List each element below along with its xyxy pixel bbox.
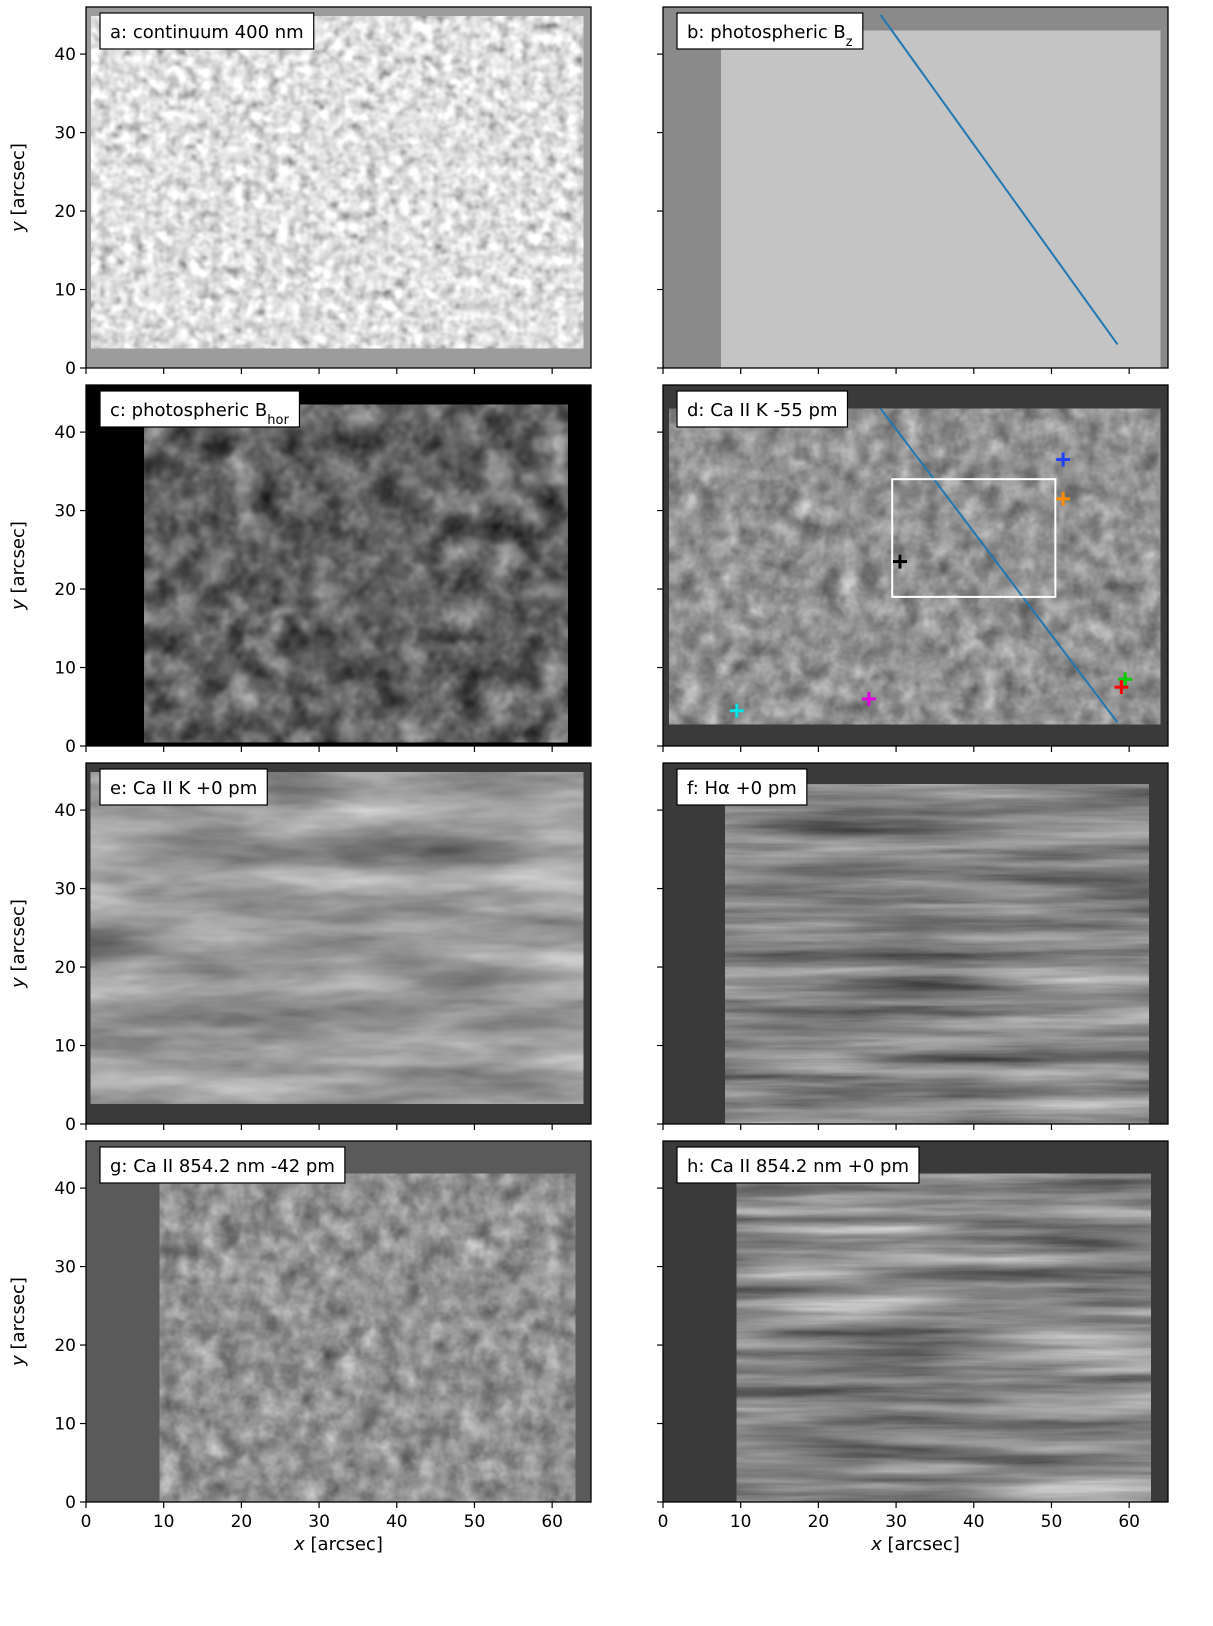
panel-label: g: Ca II 854.2 nm -42 pm [99,1146,346,1184]
point-marker [1056,452,1071,467]
panel-frame [85,384,592,747]
panel-label-text: g: Ca II 854.2 nm -42 pm [110,1156,335,1177]
y-axis-label: y [arcsec] [8,143,29,233]
y-tick-label: 0 [65,737,76,757]
point-marker [1056,491,1071,506]
y-tick-label: 20 [54,1336,76,1356]
panel-label-text: d: Ca II K -55 pm [687,400,837,421]
panel-label: f: Hα +0 pm [676,768,808,806]
panel-e: e: Ca II K +0 pm 0 10 20 30 40 y [arcsec] [8,762,592,1135]
panel-label: d: Ca II K -55 pm [676,390,849,428]
y-tick-label: 40 [54,45,76,65]
panel-frame [662,384,1169,747]
panel-frame [85,762,592,1125]
y-tick-label: 20 [54,580,76,600]
x-tick-label: 20 [808,1512,830,1532]
solar-image [669,408,1161,725]
panel-label-text: e: Ca II K +0 pm [110,778,257,799]
x-tick-label: 40 [963,1512,985,1532]
y-tick-label: 20 [54,202,76,222]
panel-frame [85,6,592,369]
y-tick-label: 0 [65,1493,76,1513]
panel-f: f: Hα +0 pm [657,762,1169,1130]
solar-image [90,772,584,1104]
x-tick-label: 10 [730,1512,752,1532]
x-tick-label: 0 [658,1512,669,1532]
y-tick-label: 30 [54,124,76,144]
solar-image [91,16,584,349]
panel-label: c: photospheric Bhor [99,390,301,428]
x-tick-label: 60 [1118,1512,1140,1532]
panel-frame [662,762,1169,1125]
panel-label-text: a: continuum 400 nm [110,22,304,43]
point-marker [861,691,876,706]
slit-line [879,407,1119,724]
solar-image [144,404,568,743]
x-tick-label: 40 [386,1512,408,1532]
x-tick-label: 30 [308,1512,330,1532]
x-tick-label: 0 [81,1512,92,1532]
y-tick-label: 10 [54,281,76,301]
y-tick-label: 0 [65,1115,76,1135]
x-tick-label: 10 [153,1512,175,1532]
x-tick-label: 30 [885,1512,907,1532]
point-marker [1114,680,1129,695]
y-tick-label: 40 [54,801,76,821]
y-tick-label: 0 [65,359,76,379]
y-axis-label: y [arcsec] [8,521,29,611]
panel-frame [85,1140,592,1503]
solar-image [721,30,1161,368]
x-axis-label: x [arcsec] [293,1534,383,1555]
point-marker [1118,672,1133,687]
region-box [891,478,1057,598]
y-tick-label: 40 [54,1179,76,1199]
panel-frame [662,6,1169,369]
panel-label-subscript: hor [267,413,289,428]
point-marker [729,703,744,718]
y-tick-label: 40 [54,423,76,443]
x-tick-label: 50 [1041,1512,1063,1532]
panel-label-text: f: Hα +0 pm [687,778,797,799]
point-marker [892,554,907,569]
solar-image [725,784,1149,1124]
x-tick-label: 50 [464,1512,486,1532]
y-tick-label: 20 [54,958,76,978]
y-axis-label: y [arcsec] [8,1277,29,1367]
x-axis-label: x [arcsec] [870,1534,960,1555]
solar-image [159,1173,576,1502]
y-tick-label: 30 [54,880,76,900]
x-tick-label: 60 [541,1512,563,1532]
panel-b: b: photospheric Bz [657,6,1169,374]
y-tick-label: 10 [54,659,76,679]
panel-d: d: Ca II K -55 pm [657,384,1169,752]
panel-g: g: Ca II 854.2 nm -42 pm 0 10 20 30 40 0 10 20 30… [8,1140,592,1555]
solar-image [736,1173,1151,1502]
panel-label: h: Ca II 854.2 nm +0 pm [676,1146,920,1184]
panel-h: h: Ca II 854.2 nm +0 pm 0 10 20 30 40 50 60 x [a… [657,1140,1169,1555]
panel-label: b: photospheric Bz [676,12,864,50]
panel-label: e: Ca II K +0 pm [99,768,268,806]
y-tick-label: 10 [54,1037,76,1057]
x-tick-label: 20 [231,1512,253,1532]
panel-frame [662,1140,1169,1503]
y-tick-label: 30 [54,502,76,522]
slit-line [879,14,1119,346]
y-axis-label: y [arcsec] [8,899,29,989]
y-tick-label: 30 [54,1258,76,1278]
panel-label-subscript: z [846,35,853,50]
panel-label-text: h: Ca II 854.2 nm +0 pm [687,1156,909,1177]
panel-label: a: continuum 400 nm [99,12,315,50]
y-tick-label: 10 [54,1415,76,1435]
panel-c: c: photospheric Bhor 0 10 20 30 40 y [arcsec] [8,384,592,757]
panel-a: a: continuum 400 nm 0 10 20 30 40 y [arcsec] [8,6,592,379]
